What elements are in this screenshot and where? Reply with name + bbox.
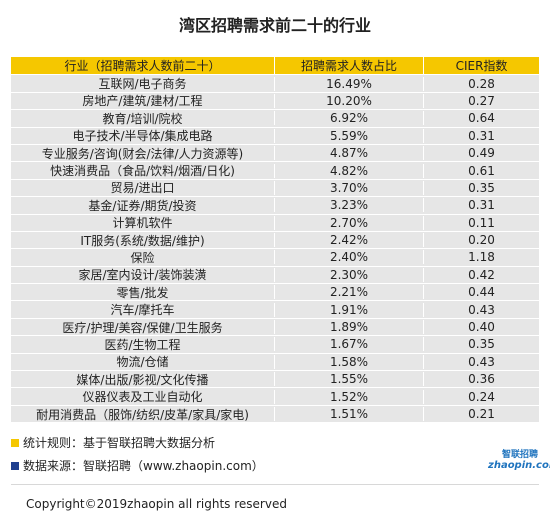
cell-share: 5.59% xyxy=(274,128,423,143)
cell-cier: 0.61 xyxy=(423,163,539,178)
cell-share: 2.30% xyxy=(274,267,423,282)
table-row: 教育/培训/院校 6.92% 0.64 xyxy=(11,109,539,127)
yellow-square-icon xyxy=(11,438,19,447)
cell-cier: 0.64 xyxy=(423,111,539,126)
table-row: 物流/仓储 1.58% 0.43 xyxy=(11,352,539,371)
table-row: 电子技术/半导体/集成电路 5.59% 0.31 xyxy=(11,126,539,144)
header-share: 招聘需求人数占比 xyxy=(274,57,423,75)
table-row: 仪器仪表及工业自动化 1.52% 0.24 xyxy=(11,387,539,405)
cell-cier: 0.35 xyxy=(423,337,539,352)
cell-share: 2.21% xyxy=(274,285,423,300)
logo-cn: 智联招聘 xyxy=(501,450,538,460)
cell-share: 1.58% xyxy=(274,354,423,369)
cell-cier: 0.11 xyxy=(423,215,539,230)
cell-cier: 0.27 xyxy=(423,93,539,108)
cell-share: 1.51% xyxy=(274,407,423,421)
cell-cier: 0.31 xyxy=(423,198,539,213)
cell-cier: 0.49 xyxy=(423,146,539,161)
table-row: 快速消费品（食品/饮料/烟酒/日化) 4.82% 0.61 xyxy=(11,161,539,179)
cell-share: 1.91% xyxy=(274,302,423,317)
cell-industry: 贸易/进出口 xyxy=(110,181,175,196)
table-row: 汽车/摩托车 1.91% 0.43 xyxy=(11,300,539,318)
table-header-row: 行业（招聘需求人数前二十） 招聘需求人数占比 CIER指数 xyxy=(11,57,539,75)
page-title: 湾区招聘需求前二十的行业 xyxy=(178,16,371,35)
cell-cier: 0.31 xyxy=(423,128,539,143)
cell-cier: 1.18 xyxy=(423,250,539,265)
table-row: 媒体/出版/影视/文化传播 1.55% 0.36 xyxy=(11,370,539,388)
cell-industry: 耐用消费品（服饰/纺织/皮革/家具/家电) xyxy=(36,407,249,422)
cell-industry: 汽车/摩托车 xyxy=(110,303,175,318)
cell-share: 2.70% xyxy=(274,215,423,230)
table-row: 保险 2.40% 1.18 xyxy=(11,248,539,266)
cell-industry: 快速消费品（食品/饮料/烟酒/日化) xyxy=(50,164,235,179)
table-row: 房地产/建筑/建材/工程 10.20% 0.27 xyxy=(11,91,539,110)
cell-share: 10.20% xyxy=(274,93,423,108)
table-row: 计算机软件 2.70% 0.11 xyxy=(11,213,539,231)
industry-table: 行业（招聘需求人数前二十） 招聘需求人数占比 CIER指数 互联网/电子商务 16… xyxy=(11,57,539,423)
blue-square-icon xyxy=(11,461,19,470)
cell-cier: 0.42 xyxy=(423,267,539,282)
zhaopin-logo: 智联招聘 zhaopin.com xyxy=(488,447,550,471)
cell-share: 4.87% xyxy=(274,146,423,161)
cell-share: 1.52% xyxy=(274,389,423,404)
table-row: 互联网/电子商务 16.49% 0.28 xyxy=(11,74,539,92)
cell-industry: 专业服务/咨询(财会/法律/人力资源等) xyxy=(41,146,244,161)
cell-cier: 0.24 xyxy=(423,389,539,404)
cell-share: 16.49% xyxy=(274,76,423,91)
cell-cier: 0.21 xyxy=(423,407,539,421)
header-industry: 行业（招聘需求人数前二十） xyxy=(64,59,221,74)
table-row: 耐用消费品（服饰/纺织/皮革/家具/家电) 1.51% 0.21 xyxy=(11,404,539,423)
footer-divider xyxy=(11,484,539,485)
table-row: IT服务(系统/数据/维护) 2.42% 0.20 xyxy=(11,230,539,249)
table-row: 基金/证券/期货/投资 3.23% 0.31 xyxy=(11,196,539,214)
stat-rule-text: 统计规则：基于智联招聘大数据分析 xyxy=(23,436,216,450)
cell-industry: 基金/证券/期货/投资 xyxy=(88,198,197,213)
cell-industry: 互联网/电子商务 xyxy=(98,77,187,92)
cell-industry: 医疗/护理/美容/保健/卫生服务 xyxy=(62,320,223,335)
cell-cier: 0.44 xyxy=(423,285,539,300)
cell-industry: 家居/室内设计/装饰装潢 xyxy=(78,268,207,283)
cell-share: 4.82% xyxy=(274,163,423,178)
copyright-text: Copyright©2019zhaopin all rights reserve… xyxy=(26,497,287,511)
cell-share: 1.55% xyxy=(274,372,423,387)
cell-industry: IT服务(系统/数据/维护) xyxy=(80,233,205,248)
cell-share: 6.92% xyxy=(274,111,423,126)
table-row: 贸易/进出口 3.70% 0.35 xyxy=(11,178,539,197)
stat-rule-note: 统计规则：基于智联招聘大数据分析 xyxy=(11,434,215,451)
cell-industry: 房地产/建筑/建材/工程 xyxy=(82,94,203,109)
header-cier: CIER指数 xyxy=(423,57,539,75)
cell-industry: 教育/培训/院校 xyxy=(102,111,183,126)
cell-industry: 保险 xyxy=(130,251,155,265)
cell-cier: 0.20 xyxy=(423,233,539,248)
data-source-note: 数据来源：智联招聘（www.zhaopin.com） xyxy=(11,457,264,474)
table-body: 互联网/电子商务 16.49% 0.28 房地产/建筑/建材/工程 10.20% 0.27… xyxy=(11,74,539,423)
cell-cier: 0.43 xyxy=(423,354,539,369)
table-row: 零售/批发 2.21% 0.44 xyxy=(11,283,539,301)
cell-cier: 0.28 xyxy=(423,76,539,91)
cell-share: 1.67% xyxy=(274,337,423,352)
cell-industry: 零售/批发 xyxy=(116,285,169,300)
cell-industry: 物流/仓储 xyxy=(116,355,169,370)
cell-industry: 仪器仪表及工业自动化 xyxy=(82,390,203,405)
table-row: 专业服务/咨询(财会/法律/人力资源等) 4.87% 0.49 xyxy=(11,143,539,162)
cell-industry: 医药/生物工程 xyxy=(104,337,181,352)
logo-en: zhaopin.com xyxy=(488,460,550,471)
data-source-text: 数据来源：智联招聘（www.zhaopin.com） xyxy=(23,459,264,473)
cell-cier: 0.43 xyxy=(423,302,539,317)
cell-industry: 电子技术/半导体/集成电路 xyxy=(72,129,213,144)
cell-share: 2.42% xyxy=(274,233,423,248)
table-row: 医药/生物工程 1.67% 0.35 xyxy=(11,335,539,353)
cell-cier: 0.35 xyxy=(423,180,539,195)
cell-industry: 计算机软件 xyxy=(112,216,173,231)
cell-cier: 0.36 xyxy=(423,372,539,387)
cell-industry: 媒体/出版/影视/文化传播 xyxy=(76,372,209,387)
table-row: 医疗/护理/美容/保健/卫生服务 1.89% 0.40 xyxy=(11,317,539,336)
table-row: 家居/室内设计/装饰装潢 2.30% 0.42 xyxy=(11,265,539,284)
cell-share: 3.70% xyxy=(274,180,423,195)
cell-share: 2.40% xyxy=(274,250,423,265)
cell-cier: 0.40 xyxy=(423,320,539,335)
cell-share: 1.89% xyxy=(274,320,423,335)
cell-share: 3.23% xyxy=(274,198,423,213)
